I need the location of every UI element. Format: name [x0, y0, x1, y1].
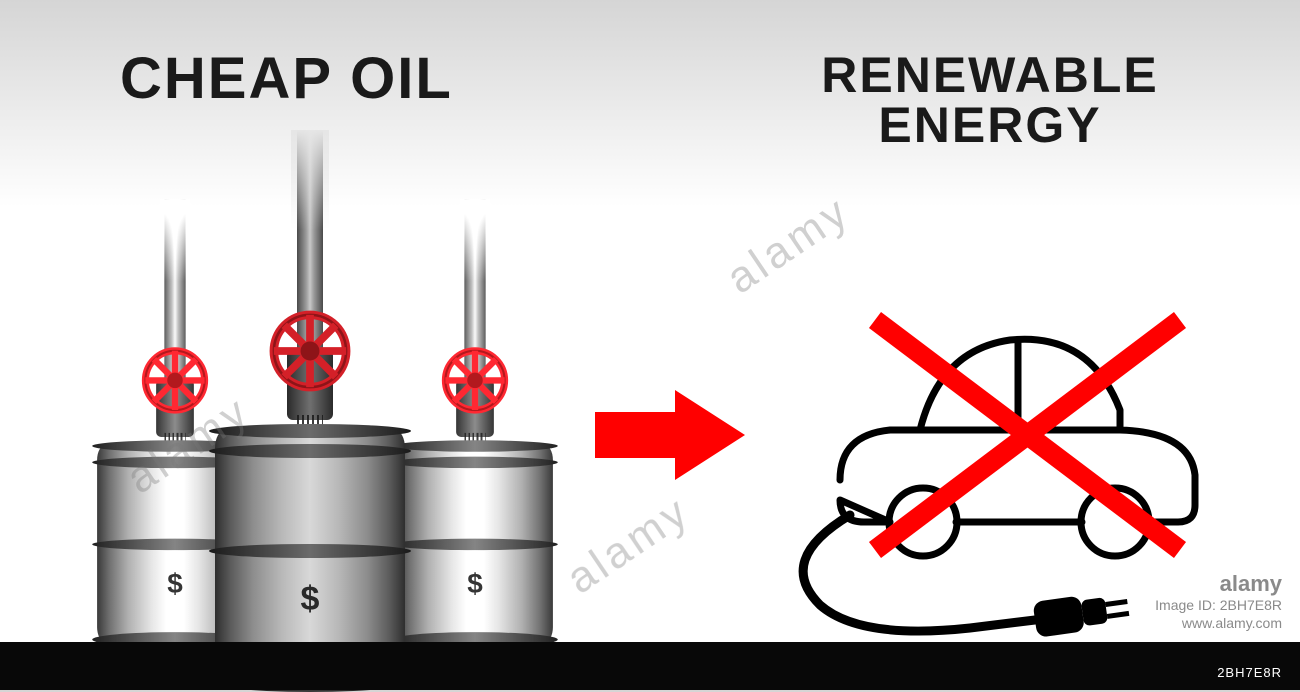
watermark-corner: alamy Image ID: 2BH7E8R www.alamy.com: [1155, 570, 1282, 633]
floor-strip: [0, 642, 1300, 690]
dollar-symbol: $: [215, 580, 405, 619]
watermark-brand: alamy: [1155, 570, 1282, 598]
watermark-url: www.alamy.com: [1155, 615, 1282, 633]
barrel-icon: $: [397, 445, 553, 642]
valve-wheel-icon: [140, 345, 211, 416]
heading-right-line2: ENERGY: [878, 97, 1101, 153]
watermark-id-strip: 2BH7E8R: [1217, 665, 1282, 680]
valve-wheel-icon: [267, 308, 353, 394]
arrow-right-icon: [595, 390, 745, 480]
barrel-front: $: [215, 430, 405, 670]
heading-right-line1: RENEWABLE: [821, 47, 1158, 103]
oil-barrels-group: $ $: [45, 170, 605, 690]
valve-wheel-icon: [440, 345, 511, 416]
barrel-icon: $: [215, 430, 405, 670]
heading-right: RENEWABLE ENERGY: [760, 50, 1220, 150]
watermark-imageid: Image ID: 2BH7E8R: [1155, 597, 1282, 615]
cross-icon: [875, 320, 1180, 550]
barrel-back-right: $: [397, 445, 553, 642]
dollar-symbol: $: [397, 568, 553, 600]
heading-left: CHEAP OIL: [120, 50, 453, 108]
